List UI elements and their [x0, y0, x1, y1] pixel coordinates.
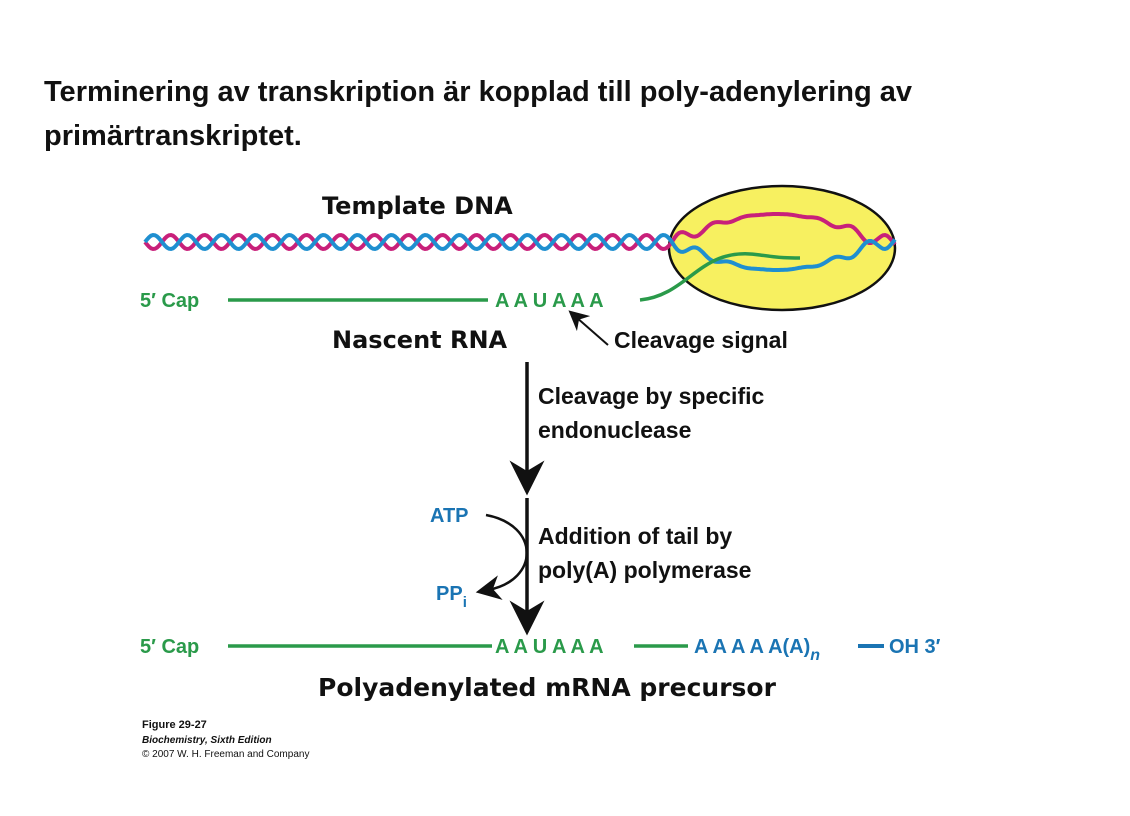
cleavage-signal-sequence: A A U A A A — [495, 290, 604, 312]
atp-to-ppi-curved-arrow — [475, 513, 528, 600]
nascent-rna-label: Nascent RNA — [332, 326, 508, 354]
step1-line2: endonuclease — [538, 417, 691, 443]
cleavage-signal-arrow — [568, 310, 609, 346]
slide-title: Terminering av transkription är kopplad … — [44, 76, 913, 152]
step2-line1: Addition of tail by — [538, 523, 732, 549]
nascent-rna-in-polymerase — [639, 251, 801, 302]
step1-line1: Cleavage by specific — [538, 383, 764, 409]
five-prime-cap-bottom: 5′ Cap — [140, 636, 199, 658]
poly-a-tail: A A A A A(A)n — [694, 636, 820, 664]
ppi-label: PPi — [436, 583, 467, 611]
atp-label: ATP — [430, 505, 469, 527]
copyright: © 2007 W. H. Freeman and Company — [142, 749, 309, 760]
product-signal-sequence: A A U A A A — [495, 636, 604, 658]
figure-number: Figure 29-27 — [142, 719, 207, 731]
product-label: Polyadenylated mRNA precursor — [318, 673, 777, 702]
five-prime-cap-top: 5′ Cap — [140, 290, 199, 312]
cleavage-signal-label: Cleavage signal — [614, 327, 788, 353]
oh-3-prime: OH 3′ — [889, 636, 941, 658]
step2-line2: poly(A) polymerase — [538, 557, 751, 583]
book-title: Biochemistry, Sixth Edition — [142, 735, 272, 746]
template-dna-label: Template DNA — [322, 192, 513, 220]
dna-strand-blue — [143, 232, 897, 272]
